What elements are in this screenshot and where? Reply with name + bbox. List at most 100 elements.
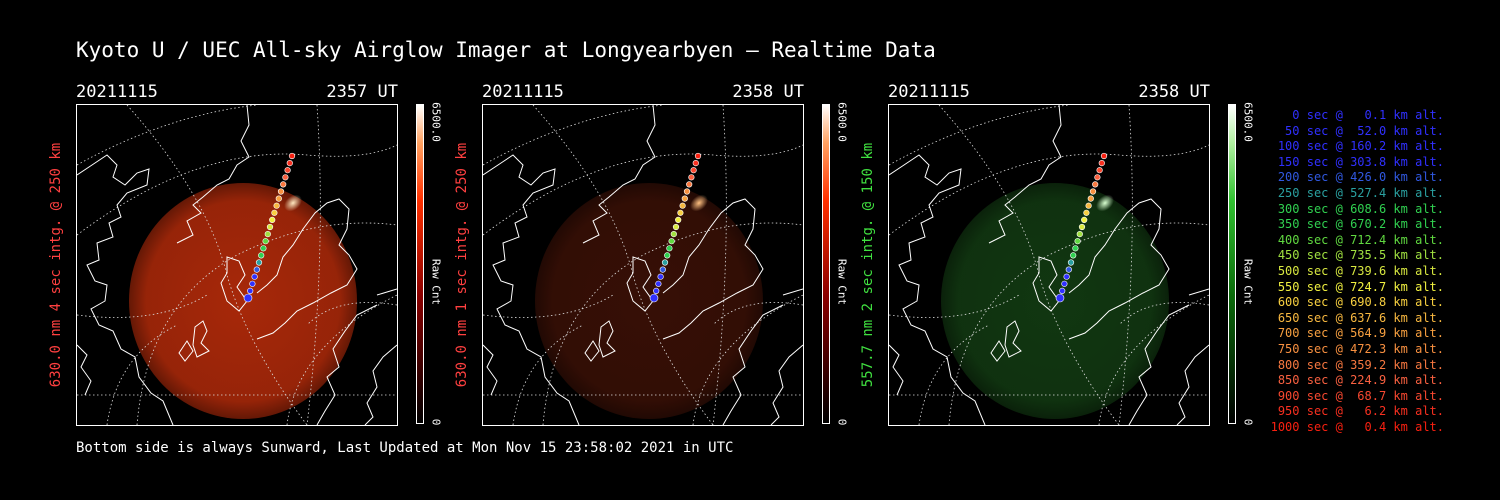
trajectory-point xyxy=(262,238,269,245)
legend-entry: 400 sec @ 712.4 km alt. xyxy=(1277,232,1444,247)
page-title: Kyoto U / UEC All-sky Airglow Imager at … xyxy=(76,38,936,62)
coastline xyxy=(77,105,397,425)
geographic-grid xyxy=(483,105,803,425)
trajectory-point xyxy=(266,223,274,231)
trajectory-point xyxy=(1081,216,1088,223)
imager-panel-2: 20211115 2358 UT 630.0 nm 1 sec intg. @ 25… xyxy=(454,82,882,432)
trajectory-point xyxy=(1065,266,1072,273)
colorbar xyxy=(822,104,830,424)
legend-entry: 850 sec @ 224.9 km alt. xyxy=(1277,373,1444,388)
trajectory-point xyxy=(273,202,280,209)
panel-ylabel: 557.7 nm 2 sec intg. @ 150 km xyxy=(860,142,876,388)
trajectory-point xyxy=(1074,238,1081,245)
trajectory-legend: 0 sec @ 0.1 km alt. 50 sec @ 52.0 km alt.… xyxy=(1262,108,1444,435)
trajectory-point xyxy=(1098,159,1105,167)
trajectory-point xyxy=(286,159,293,167)
rocket-trajectory xyxy=(243,152,296,303)
trajectory-point xyxy=(1072,245,1079,252)
panel-time: 2357 UT xyxy=(326,82,398,102)
panel-ylabel: 630.0 nm 1 sec intg. @ 250 km xyxy=(454,142,470,388)
trajectory-point xyxy=(260,245,267,252)
trajectory-point xyxy=(690,167,697,174)
panel-time: 2358 UT xyxy=(1138,82,1210,102)
trajectory-point xyxy=(686,181,693,188)
trajectory-point xyxy=(657,273,664,280)
trajectory-point xyxy=(670,231,677,238)
legend-entry: 100 sec @ 160.2 km alt. xyxy=(1277,139,1444,154)
trajectory-point xyxy=(255,259,263,266)
legend-entry: 50 sec @ 52.0 km alt. xyxy=(1285,123,1444,138)
legend-entry: 500 sec @ 739.6 km alt. xyxy=(1277,263,1444,278)
legend-entry: 0 sec @ 0.1 km alt. xyxy=(1292,108,1444,122)
trajectory-point xyxy=(653,287,660,294)
colorbar xyxy=(1228,104,1236,424)
trajectory-point xyxy=(1085,202,1092,209)
trajectory-point xyxy=(277,188,285,195)
imager-panel-1: 20211115 2357 UT 630.0 nm 4 sec intg. @ 25… xyxy=(48,82,476,432)
bright-spot xyxy=(690,194,708,212)
trajectory-point xyxy=(253,266,260,273)
trajectory-point xyxy=(664,252,671,259)
trajectory-point xyxy=(269,216,276,223)
trajectory-point xyxy=(675,216,682,223)
colorbar-label: Raw Cnt xyxy=(429,258,443,306)
trajectory-point xyxy=(681,195,688,202)
bright-spot xyxy=(284,194,302,212)
trajectory-point xyxy=(243,293,253,303)
trajectory-point xyxy=(679,202,686,209)
legend-entry: 1000 sec @ 0.4 km alt. xyxy=(1270,419,1444,434)
trajectory-point xyxy=(282,174,289,181)
legend-entry: 700 sec @ 564.9 km alt. xyxy=(1277,326,1444,341)
trajectory-point xyxy=(694,152,702,160)
trajectory-point xyxy=(1055,293,1065,303)
panel-date: 20211115 xyxy=(482,82,564,102)
rocket-trajectory xyxy=(649,152,702,303)
trajectory-point xyxy=(249,280,256,287)
panel-date: 20211115 xyxy=(888,82,970,102)
legend-entry: 750 sec @ 472.3 km alt. xyxy=(1277,341,1444,356)
legend-entry: 650 sec @ 637.6 km alt. xyxy=(1277,310,1444,325)
rocket-trajectory xyxy=(1055,152,1108,303)
trajectory-point xyxy=(1094,174,1101,181)
trajectory-point xyxy=(1078,223,1086,231)
trajectory-point xyxy=(247,287,254,294)
geographic-grid xyxy=(889,105,1209,425)
legend-entry: 800 sec @ 359.2 km alt. xyxy=(1277,357,1444,372)
trajectory-point xyxy=(284,167,291,174)
trajectory-point xyxy=(271,209,278,216)
trajectory-point xyxy=(1096,167,1103,174)
trajectory-point xyxy=(288,152,296,160)
allsky-image xyxy=(76,104,398,426)
legend-entry: 900 sec @ 68.7 km alt. xyxy=(1277,388,1444,403)
coastline xyxy=(483,105,803,425)
trajectory-point xyxy=(258,252,265,259)
panel-ylabel: 630.0 nm 4 sec intg. @ 250 km xyxy=(48,142,64,388)
trajectory-point xyxy=(1087,195,1094,202)
bright-spot xyxy=(1096,194,1114,212)
legend-entry: 600 sec @ 690.8 km alt. xyxy=(1277,295,1444,310)
legend-entry: 300 sec @ 608.6 km alt. xyxy=(1277,201,1444,216)
trajectory-point xyxy=(280,181,287,188)
trajectory-point xyxy=(677,209,684,216)
trajectory-point xyxy=(1067,259,1075,266)
trajectory-point xyxy=(1061,280,1068,287)
legend-entry: 450 sec @ 735.5 km alt. xyxy=(1277,248,1444,263)
imager-panel-3: 20211115 2358 UT 557.7 nm 2 sec intg. @ 15… xyxy=(860,82,1288,432)
trajectory-point xyxy=(1092,181,1099,188)
trajectory-point xyxy=(655,280,662,287)
trajectory-point xyxy=(264,231,271,238)
panel-time: 2358 UT xyxy=(732,82,804,102)
colorbar-min: 0 xyxy=(429,418,443,426)
trajectory-point xyxy=(1089,188,1097,195)
field-of-view-glow xyxy=(129,183,357,419)
colorbar-label: Raw Cnt xyxy=(835,258,849,306)
colorbar xyxy=(416,104,424,424)
coastline xyxy=(889,105,1209,425)
colorbar-min: 0 xyxy=(835,418,849,426)
trajectory-point xyxy=(692,159,699,167)
trajectory-point xyxy=(666,245,673,252)
trajectory-point xyxy=(1076,231,1083,238)
legend-entry: 200 sec @ 426.0 km alt. xyxy=(1277,170,1444,185)
colorbar-max: 6500.0 xyxy=(835,102,849,142)
colorbar-min: 0 xyxy=(1241,418,1255,426)
